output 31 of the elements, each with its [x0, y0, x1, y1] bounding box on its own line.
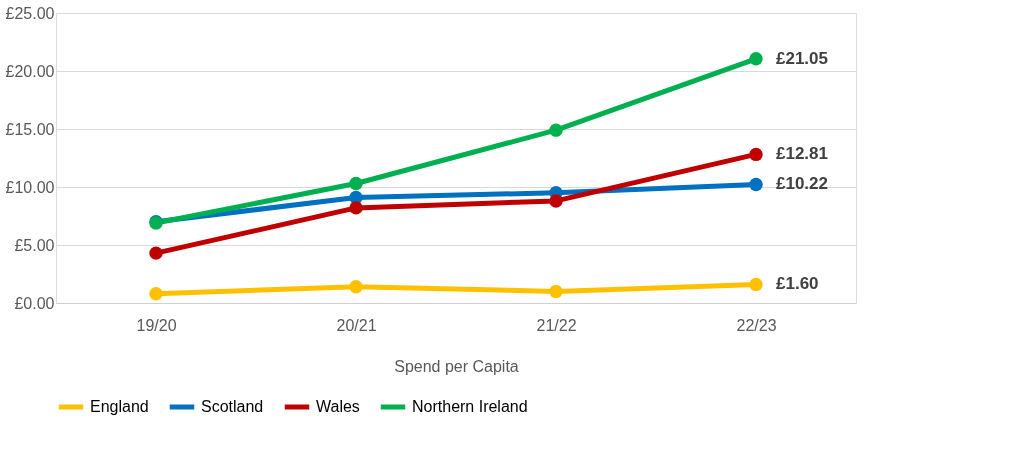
point: [749, 177, 763, 192]
x-tick-label: 22/23: [736, 316, 777, 334]
x-tick-label: 20/21: [336, 316, 377, 334]
data-label: £21.05: [776, 48, 828, 68]
point: [349, 176, 363, 191]
legend-label: Wales: [316, 398, 360, 415]
point: [549, 284, 563, 299]
point: [549, 194, 563, 208]
y-tick-label: £5.00: [14, 236, 55, 254]
data-label: £12.81: [776, 144, 828, 164]
legend-label: Northern Ireland: [412, 398, 528, 415]
y-tick-label: £20.00: [5, 62, 55, 80]
point: [549, 123, 563, 137]
point: [349, 280, 363, 294]
y-tick-label: £10.00: [5, 178, 55, 196]
legend-label: Scotland: [201, 398, 264, 415]
data-label: £10.22: [776, 174, 828, 194]
legend-label: England: [90, 398, 149, 415]
x-axis-title: Spend per Capita: [394, 357, 519, 375]
x-tick-label: 21/22: [536, 316, 577, 334]
point: [149, 246, 163, 260]
point: [349, 201, 363, 215]
y-tick-label: £25.00: [5, 4, 55, 22]
data-label: £1.60: [776, 274, 819, 294]
point: [749, 277, 763, 292]
y-tick-label: £15.00: [5, 120, 55, 138]
x-tick-label: 19/20: [136, 316, 177, 334]
point: [749, 147, 763, 162]
point: [749, 52, 763, 66]
y-tick-label: £0.00: [14, 294, 55, 312]
point: [149, 287, 163, 301]
